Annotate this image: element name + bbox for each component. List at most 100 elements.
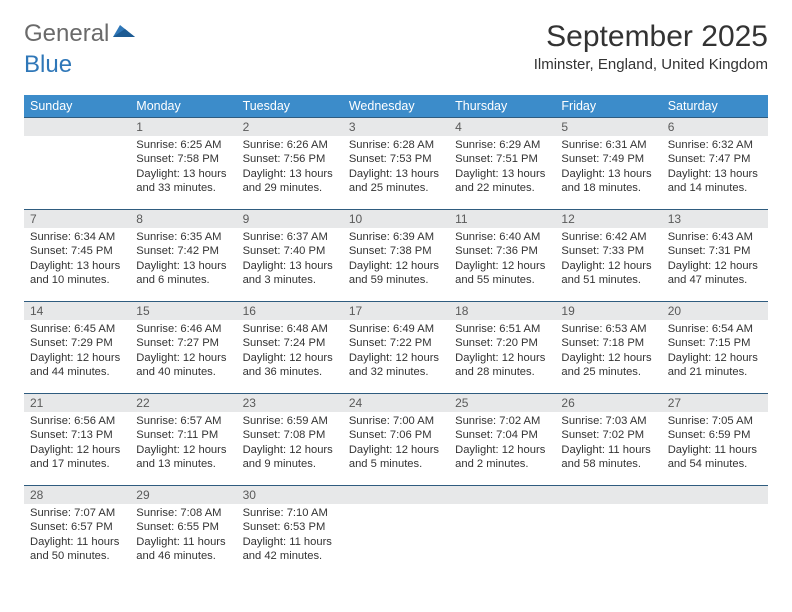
calendar-day-cell: 10Sunrise: 6:39 AMSunset: 7:38 PMDayligh…: [343, 210, 449, 302]
calendar-table: Sunday Monday Tuesday Wednesday Thursday…: [24, 95, 768, 578]
day-details: Sunrise: 6:34 AMSunset: 7:45 PMDaylight:…: [24, 228, 130, 291]
day-number: 29: [130, 486, 236, 504]
calendar-day-cell: 19Sunrise: 6:53 AMSunset: 7:18 PMDayligh…: [555, 302, 661, 394]
calendar-day-cell: 29Sunrise: 7:08 AMSunset: 6:55 PMDayligh…: [130, 486, 236, 578]
day-number: 14: [24, 302, 130, 320]
day-details: Sunrise: 6:37 AMSunset: 7:40 PMDaylight:…: [237, 228, 343, 291]
calendar-day-cell: 27Sunrise: 7:05 AMSunset: 6:59 PMDayligh…: [662, 394, 768, 486]
weekday-header: Saturday: [662, 95, 768, 118]
calendar-day-cell: 12Sunrise: 6:42 AMSunset: 7:33 PMDayligh…: [555, 210, 661, 302]
calendar-day-cell: 4Sunrise: 6:29 AMSunset: 7:51 PMDaylight…: [449, 118, 555, 210]
weekday-header: Wednesday: [343, 95, 449, 118]
day-number: 24: [343, 394, 449, 412]
day-details: Sunrise: 6:45 AMSunset: 7:29 PMDaylight:…: [24, 320, 130, 383]
day-details: Sunrise: 6:28 AMSunset: 7:53 PMDaylight:…: [343, 136, 449, 199]
calendar-day-cell: [662, 486, 768, 578]
logo-word-general: General: [24, 20, 109, 48]
day-number: 5: [555, 118, 661, 136]
calendar-day-cell: 14Sunrise: 6:45 AMSunset: 7:29 PMDayligh…: [24, 302, 130, 394]
calendar-day-cell: 6Sunrise: 6:32 AMSunset: 7:47 PMDaylight…: [662, 118, 768, 210]
month-title: September 2025: [534, 20, 768, 54]
calendar-day-cell: 1Sunrise: 6:25 AMSunset: 7:58 PMDaylight…: [130, 118, 236, 210]
day-number: 30: [237, 486, 343, 504]
weekday-header: Thursday: [449, 95, 555, 118]
calendar-week-row: 14Sunrise: 6:45 AMSunset: 7:29 PMDayligh…: [24, 302, 768, 394]
day-number: 13: [662, 210, 768, 228]
calendar-day-cell: [449, 486, 555, 578]
day-details: Sunrise: 7:08 AMSunset: 6:55 PMDaylight:…: [130, 504, 236, 567]
weekday-header: Tuesday: [237, 95, 343, 118]
day-number: 15: [130, 302, 236, 320]
day-details: Sunrise: 6:31 AMSunset: 7:49 PMDaylight:…: [555, 136, 661, 199]
day-details: Sunrise: 6:59 AMSunset: 7:08 PMDaylight:…: [237, 412, 343, 475]
weekday-header: Monday: [130, 95, 236, 118]
calendar-day-cell: 30Sunrise: 7:10 AMSunset: 6:53 PMDayligh…: [237, 486, 343, 578]
day-number: 8: [130, 210, 236, 228]
calendar-day-cell: 8Sunrise: 6:35 AMSunset: 7:42 PMDaylight…: [130, 210, 236, 302]
logo-word-blue: Blue: [24, 51, 72, 78]
calendar-day-cell: 15Sunrise: 6:46 AMSunset: 7:27 PMDayligh…: [130, 302, 236, 394]
day-number: 26: [555, 394, 661, 412]
day-number: 17: [343, 302, 449, 320]
calendar-day-cell: 20Sunrise: 6:54 AMSunset: 7:15 PMDayligh…: [662, 302, 768, 394]
calendar-week-row: 28Sunrise: 7:07 AMSunset: 6:57 PMDayligh…: [24, 486, 768, 578]
day-details: Sunrise: 7:00 AMSunset: 7:06 PMDaylight:…: [343, 412, 449, 475]
day-details: Sunrise: 7:05 AMSunset: 6:59 PMDaylight:…: [662, 412, 768, 475]
calendar-day-cell: 22Sunrise: 6:57 AMSunset: 7:11 PMDayligh…: [130, 394, 236, 486]
calendar-day-cell: 13Sunrise: 6:43 AMSunset: 7:31 PMDayligh…: [662, 210, 768, 302]
calendar-day-cell: 7Sunrise: 6:34 AMSunset: 7:45 PMDaylight…: [24, 210, 130, 302]
day-number: 6: [662, 118, 768, 136]
day-number: 16: [237, 302, 343, 320]
calendar-day-cell: 16Sunrise: 6:48 AMSunset: 7:24 PMDayligh…: [237, 302, 343, 394]
calendar-day-cell: 11Sunrise: 6:40 AMSunset: 7:36 PMDayligh…: [449, 210, 555, 302]
day-details: Sunrise: 6:35 AMSunset: 7:42 PMDaylight:…: [130, 228, 236, 291]
calendar-day-cell: [24, 118, 130, 210]
day-number: 18: [449, 302, 555, 320]
calendar-week-row: 1Sunrise: 6:25 AMSunset: 7:58 PMDaylight…: [24, 118, 768, 210]
day-number: 9: [237, 210, 343, 228]
logo-flag-icon: [113, 20, 137, 48]
day-details: Sunrise: 6:25 AMSunset: 7:58 PMDaylight:…: [130, 136, 236, 199]
day-details: Sunrise: 6:46 AMSunset: 7:27 PMDaylight:…: [130, 320, 236, 383]
day-number: 22: [130, 394, 236, 412]
calendar-day-cell: 5Sunrise: 6:31 AMSunset: 7:49 PMDaylight…: [555, 118, 661, 210]
day-details: Sunrise: 6:32 AMSunset: 7:47 PMDaylight:…: [662, 136, 768, 199]
calendar-day-cell: 21Sunrise: 6:56 AMSunset: 7:13 PMDayligh…: [24, 394, 130, 486]
day-details: Sunrise: 7:10 AMSunset: 6:53 PMDaylight:…: [237, 504, 343, 567]
logo: General: [24, 20, 139, 48]
day-number: 28: [24, 486, 130, 504]
day-details: Sunrise: 7:07 AMSunset: 6:57 PMDaylight:…: [24, 504, 130, 567]
calendar-day-cell: 17Sunrise: 6:49 AMSunset: 7:22 PMDayligh…: [343, 302, 449, 394]
calendar-day-cell: 9Sunrise: 6:37 AMSunset: 7:40 PMDaylight…: [237, 210, 343, 302]
day-details: Sunrise: 6:29 AMSunset: 7:51 PMDaylight:…: [449, 136, 555, 199]
day-details: Sunrise: 6:57 AMSunset: 7:11 PMDaylight:…: [130, 412, 236, 475]
day-number: 25: [449, 394, 555, 412]
day-details: Sunrise: 6:42 AMSunset: 7:33 PMDaylight:…: [555, 228, 661, 291]
day-number: 12: [555, 210, 661, 228]
calendar-day-cell: 3Sunrise: 6:28 AMSunset: 7:53 PMDaylight…: [343, 118, 449, 210]
day-details: Sunrise: 6:40 AMSunset: 7:36 PMDaylight:…: [449, 228, 555, 291]
day-number: 3: [343, 118, 449, 136]
calendar-day-cell: [555, 486, 661, 578]
weekday-header-row: Sunday Monday Tuesday Wednesday Thursday…: [24, 95, 768, 118]
weekday-header: Friday: [555, 95, 661, 118]
day-details: Sunrise: 7:02 AMSunset: 7:04 PMDaylight:…: [449, 412, 555, 475]
calendar-day-cell: 28Sunrise: 7:07 AMSunset: 6:57 PMDayligh…: [24, 486, 130, 578]
day-details: Sunrise: 6:51 AMSunset: 7:20 PMDaylight:…: [449, 320, 555, 383]
calendar-day-cell: 24Sunrise: 7:00 AMSunset: 7:06 PMDayligh…: [343, 394, 449, 486]
day-number: 10: [343, 210, 449, 228]
day-details: Sunrise: 6:49 AMSunset: 7:22 PMDaylight:…: [343, 320, 449, 383]
calendar-week-row: 7Sunrise: 6:34 AMSunset: 7:45 PMDaylight…: [24, 210, 768, 302]
day-number: 2: [237, 118, 343, 136]
calendar-day-cell: [343, 486, 449, 578]
day-number: 7: [24, 210, 130, 228]
calendar-day-cell: 18Sunrise: 6:51 AMSunset: 7:20 PMDayligh…: [449, 302, 555, 394]
day-details: Sunrise: 6:53 AMSunset: 7:18 PMDaylight:…: [555, 320, 661, 383]
day-number: 1: [130, 118, 236, 136]
calendar-week-row: 21Sunrise: 6:56 AMSunset: 7:13 PMDayligh…: [24, 394, 768, 486]
day-number: 19: [555, 302, 661, 320]
day-details: Sunrise: 7:03 AMSunset: 7:02 PMDaylight:…: [555, 412, 661, 475]
calendar-day-cell: 26Sunrise: 7:03 AMSunset: 7:02 PMDayligh…: [555, 394, 661, 486]
day-details: Sunrise: 6:54 AMSunset: 7:15 PMDaylight:…: [662, 320, 768, 383]
day-number: 4: [449, 118, 555, 136]
